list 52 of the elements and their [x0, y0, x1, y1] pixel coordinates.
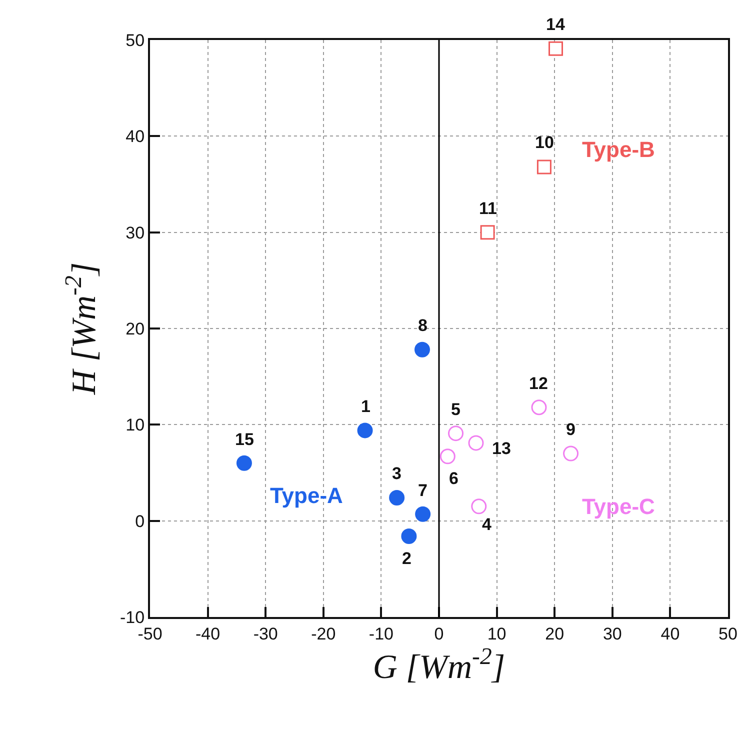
annotation: 7 — [418, 481, 428, 500]
y-tick-label: 20 — [126, 319, 145, 338]
point — [357, 422, 373, 438]
point — [471, 498, 487, 514]
point — [415, 506, 431, 522]
x-tick-label: -40 — [196, 624, 220, 644]
point — [401, 528, 417, 544]
y-tick-label: -10 — [120, 608, 145, 627]
series-label: Type-B — [582, 137, 655, 162]
point — [563, 446, 579, 462]
annotation: 3 — [392, 464, 402, 483]
x-tick-label: 20 — [545, 624, 564, 644]
annotation: 1 — [361, 397, 370, 416]
annotation: 11 — [479, 199, 497, 218]
point — [468, 435, 484, 451]
annotation: 6 — [449, 469, 458, 488]
annotation: 14 — [546, 15, 566, 34]
x-tick-label: 10 — [487, 624, 506, 644]
series-label: Type-A — [270, 483, 344, 508]
point — [389, 490, 405, 506]
x-tick-label: -10 — [368, 624, 394, 644]
annotation: 8 — [418, 316, 428, 335]
annotation: 15 — [235, 430, 254, 449]
annotation: 13 — [492, 439, 511, 458]
point — [414, 342, 430, 358]
x-tick-label: 50 — [718, 624, 738, 644]
point — [448, 426, 464, 442]
annotation: 10 — [535, 133, 554, 152]
x-tick-label: -30 — [253, 624, 278, 644]
series-label: Type-C — [582, 494, 656, 519]
point — [236, 455, 252, 471]
annotation: 5 — [451, 400, 460, 419]
x-tick-label: -20 — [311, 624, 336, 644]
point — [531, 400, 547, 416]
x-tick-label: 0 — [434, 624, 444, 644]
y-tick-label: 50 — [126, 30, 145, 50]
annotation: 2 — [402, 549, 412, 568]
y-tick-label: 40 — [126, 127, 145, 146]
annotation: 12 — [529, 374, 548, 393]
x-tick-label: -50 — [138, 624, 162, 644]
point — [536, 160, 552, 174]
y-tick-label: 10 — [126, 416, 145, 435]
point — [480, 225, 495, 240]
y-tick-label: 30 — [126, 223, 145, 242]
y-tick-label: 0 — [135, 512, 145, 531]
x-tick-label: 30 — [602, 624, 622, 644]
point — [548, 41, 564, 56]
x-axis-title: G [Wm$^{-2}$] — [372, 644, 506, 686]
annotation: 9 — [566, 420, 576, 439]
point — [440, 448, 456, 464]
x-tick-label: 40 — [660, 624, 680, 644]
annotation: 4 — [482, 515, 492, 534]
